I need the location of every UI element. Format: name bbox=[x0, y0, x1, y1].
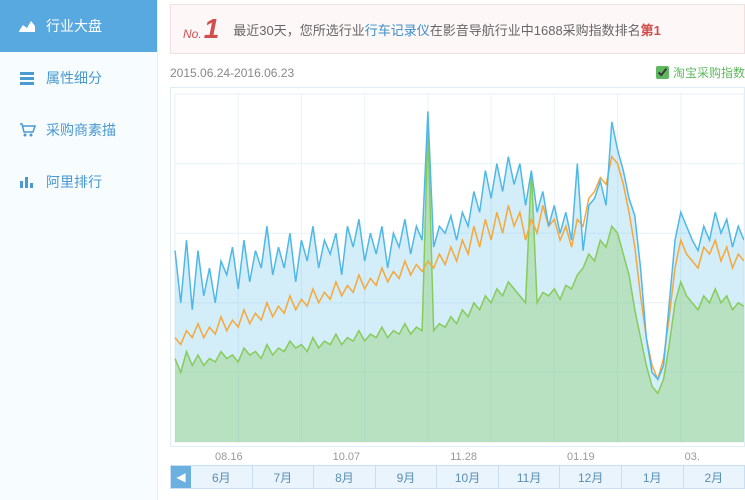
bars-icon bbox=[18, 173, 36, 191]
timeline-prev[interactable]: ◀ bbox=[171, 466, 191, 488]
sidebar-item-label: 属性细分 bbox=[46, 68, 102, 88]
cart-icon bbox=[18, 121, 36, 139]
date-range: 2015.06.24-2016.06.23 bbox=[170, 66, 294, 80]
banner-mid: 在影音导航行业中1688采购指数排名 bbox=[430, 23, 641, 38]
rank-badge: No. 1 bbox=[183, 15, 219, 43]
chart-area bbox=[170, 87, 745, 447]
x-tick: 11.28 bbox=[450, 451, 477, 463]
timeline-month[interactable]: 11月 bbox=[499, 466, 561, 488]
x-tick: 01.19 bbox=[567, 451, 595, 463]
rank-banner: No. 1 最近30天，您所选行业行车记录仪在影音导航行业中1688采购指数排名… bbox=[170, 4, 745, 54]
timeline: ◀ 6月7月8月9月10月11月12月1月2月 bbox=[170, 465, 745, 489]
timeline-month[interactable]: 10月 bbox=[437, 466, 499, 488]
rank-prefix: No. bbox=[183, 27, 202, 41]
sidebar-item-industry[interactable]: 行业大盘 bbox=[0, 0, 157, 52]
legend-checkbox[interactable] bbox=[656, 66, 669, 79]
legend-label: 淘宝采购指数 bbox=[673, 64, 745, 81]
chart-header: 2015.06.24-2016.06.23 淘宝采购指数 bbox=[170, 64, 745, 81]
chart-area-icon bbox=[18, 17, 36, 35]
timeline-months: 6月7月8月9月10月11月12月1月2月 bbox=[191, 466, 744, 488]
timeline-month[interactable]: 9月 bbox=[376, 466, 438, 488]
x-tick: 08.16 bbox=[215, 451, 243, 463]
line-chart bbox=[171, 88, 744, 448]
banner-pre: 最近30天，您所选行业 bbox=[233, 23, 364, 38]
x-tick: 03. bbox=[685, 451, 700, 463]
rank-number: 1 bbox=[204, 15, 220, 43]
timeline-month[interactable]: 6月 bbox=[191, 466, 253, 488]
banner-rank: 第1 bbox=[641, 23, 661, 38]
x-axis-ticks: 08.16 10.07 11.28 01.19 03. bbox=[170, 447, 745, 465]
x-tick: 10.07 bbox=[333, 451, 361, 463]
sidebar-item-buyers[interactable]: 采购商素描 bbox=[0, 104, 157, 156]
sidebar-item-attributes[interactable]: 属性细分 bbox=[0, 52, 157, 104]
main-panel: No. 1 最近30天，您所选行业行车记录仪在影音导航行业中1688采购指数排名… bbox=[158, 0, 745, 500]
sidebar: 行业大盘 属性细分 采购商素描 阿里排行 bbox=[0, 0, 158, 500]
banner-hl: 行车记录仪 bbox=[365, 23, 430, 38]
sidebar-item-label: 阿里排行 bbox=[46, 172, 102, 192]
sidebar-item-ranking[interactable]: 阿里排行 bbox=[0, 156, 157, 208]
stack-icon bbox=[18, 69, 36, 87]
sidebar-item-label: 采购商素描 bbox=[46, 120, 116, 140]
sidebar-item-label: 行业大盘 bbox=[46, 16, 102, 36]
timeline-month[interactable]: 12月 bbox=[560, 466, 622, 488]
banner-text: 最近30天，您所选行业行车记录仪在影音导航行业中1688采购指数排名第1 bbox=[233, 20, 661, 39]
timeline-month[interactable]: 2月 bbox=[684, 466, 745, 488]
timeline-month[interactable]: 7月 bbox=[253, 466, 315, 488]
timeline-month[interactable]: 1月 bbox=[622, 466, 684, 488]
legend-taobao[interactable]: 淘宝采购指数 bbox=[656, 64, 745, 81]
timeline-month[interactable]: 8月 bbox=[314, 466, 376, 488]
